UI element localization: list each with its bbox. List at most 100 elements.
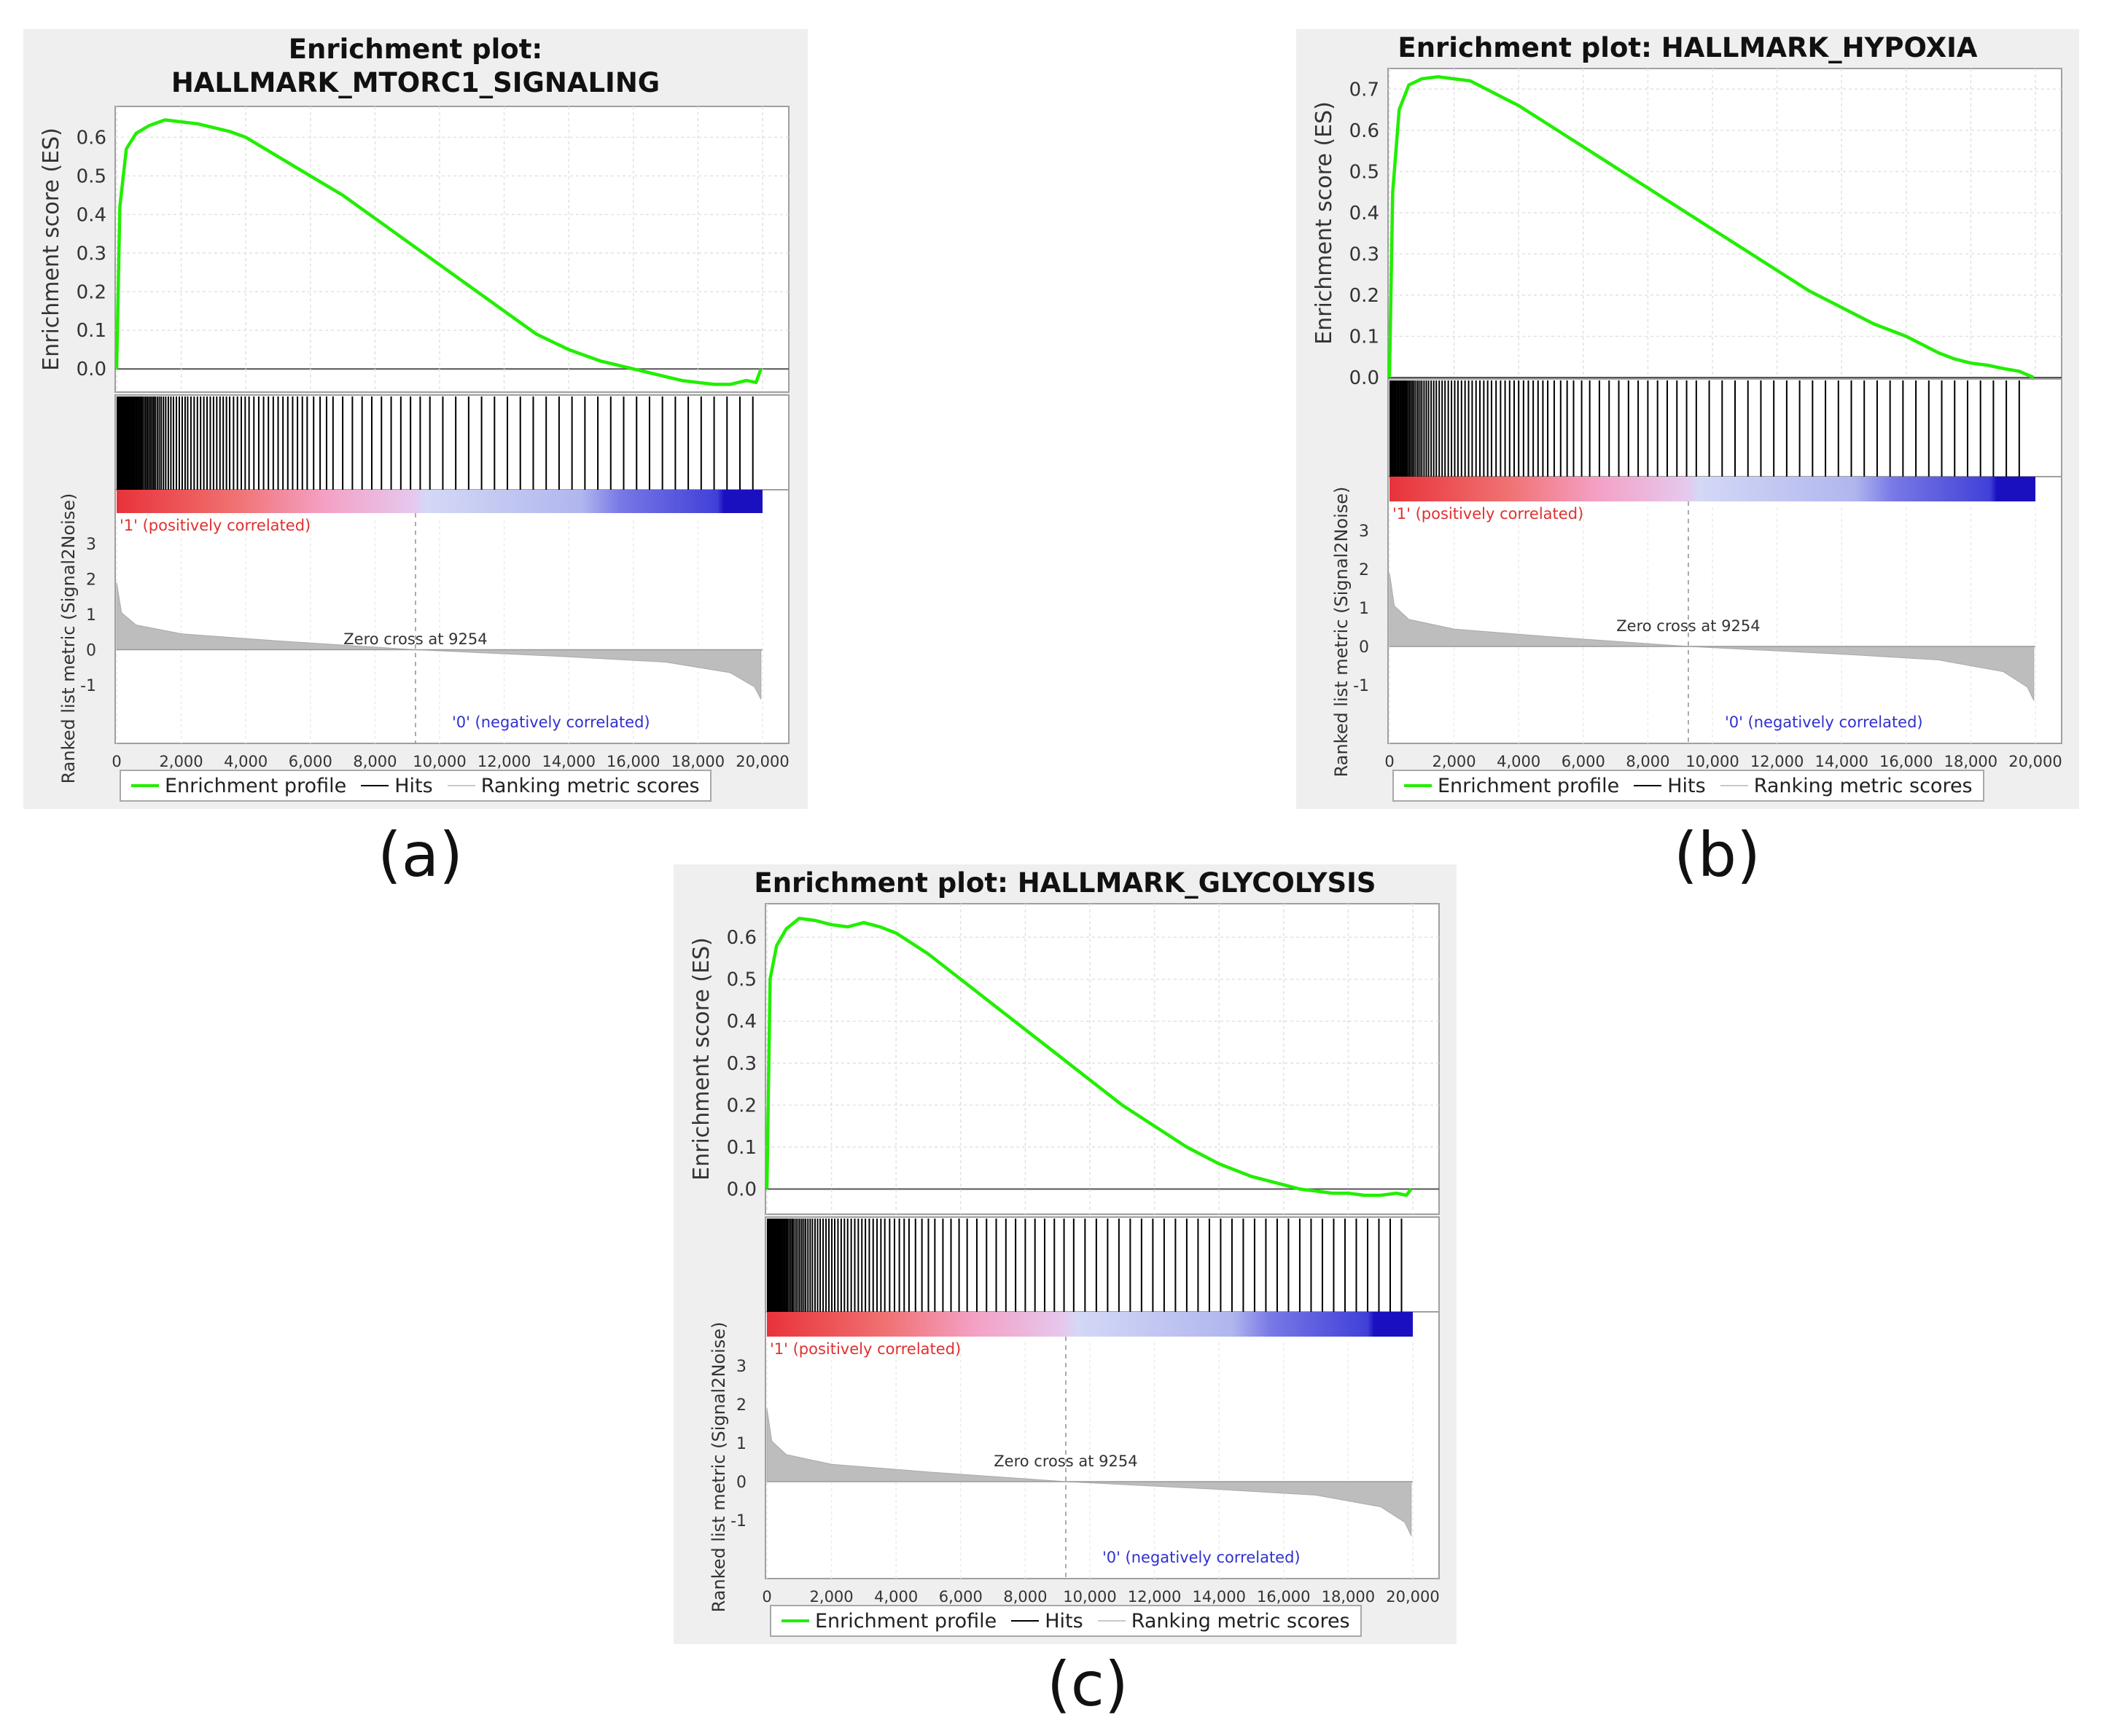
positively-correlated-label: '1' (positively correlated) [120, 517, 311, 534]
es-tick-label: 0.7 [1349, 79, 1379, 101]
x-tick-label: 4,000 [224, 753, 268, 770]
legend-ranking-swatch [447, 785, 475, 786]
chart-legend: Enrichment profile Hits Ranking metric s… [1392, 770, 1984, 802]
x-tick-label: 6,000 [289, 753, 332, 770]
legend-ranking-swatch [1720, 785, 1748, 786]
x-tick-label: 0 [1384, 753, 1394, 770]
es-tick-label: 0.0 [77, 359, 106, 380]
es-axis-label: Enrichment score (ES) [39, 128, 64, 371]
es-tick-label: 0.6 [1349, 120, 1379, 142]
x-tick-label: 14,000 [542, 753, 595, 770]
es-plot-area [114, 106, 790, 393]
ranking-heat-bar [767, 1312, 1413, 1337]
es-tick-label: 0.2 [727, 1095, 757, 1117]
legend-profile-label: Enrichment profile [165, 774, 347, 797]
ranking-metric-area [1389, 573, 2035, 701]
legend-hits-swatch [361, 785, 389, 786]
enrichment-panel-b: Enrichment plot: HALLMARK_HYPOXIA 0.7 0.6… [1296, 29, 2079, 809]
es-tick-label: 0.1 [1349, 326, 1379, 348]
enrichment-chart-c: 0.6 0.5 0.4 0.3 0.2 0.1 0.0 Enrichment score (E… [689, 903, 1440, 1633]
negatively-correlated-label: '0' (negatively correlated) [1725, 713, 1923, 731]
x-tick-label: 16,000 [1257, 1588, 1310, 1606]
x-tick-label: 12,000 [1750, 753, 1804, 770]
metric-tick-label: 3 [86, 536, 96, 554]
es-tick-label: 0.2 [77, 281, 106, 303]
legend-item-profile: Enrichment profile [131, 775, 346, 797]
metric-axis-label: Ranked list metric (Signal2Noise) [709, 1322, 729, 1613]
es-tick-label: 0.3 [727, 1053, 757, 1075]
es-plot-area [1387, 68, 2062, 378]
metric-tick-label: 0 [736, 1474, 747, 1492]
x-tick-label: 0 [762, 1588, 771, 1606]
panel-title-line2: HALLMARK_MTORC1_SIGNALING [171, 67, 660, 98]
legend-ranking-label: Ranking metric scores [1131, 1609, 1350, 1633]
x-tick-label: 16,000 [607, 753, 660, 770]
metric-tick-label: 2 [1359, 561, 1369, 579]
legend-ranking-label: Ranking metric scores [1753, 774, 1973, 797]
x-tick-label: 8,000 [1626, 753, 1669, 770]
panel-title-line1: Enrichment plot: HALLMARK_GLYCOLYSIS [754, 867, 1376, 899]
x-tick-label: 14,000 [1192, 1588, 1245, 1606]
panel-title-line1: Enrichment plot: [288, 34, 543, 65]
es-tick-label: 0.6 [727, 927, 757, 949]
x-tick-label: 6,000 [939, 1588, 983, 1606]
x-tick-label: 18,000 [671, 753, 725, 770]
x-tick-label: 0 [112, 753, 121, 770]
legend-hits-label: Hits [1667, 774, 1706, 797]
es-tick-label: 0.5 [77, 165, 106, 187]
es-tick-label: 0.5 [1349, 161, 1379, 183]
legend-hits-label: Hits [1045, 1609, 1083, 1633]
metric-tick-label: -1 [1353, 677, 1369, 695]
metric-plot-area [114, 489, 790, 744]
enrichment-chart-a: 0.6 0.5 0.4 0.3 0.2 0.1 0.0 Enrichment score (E… [39, 106, 790, 798]
legend-ranking-label: Ranking metric scores [480, 774, 700, 797]
metric-tick-label: -1 [80, 677, 96, 695]
legend-profile-swatch [1404, 784, 1432, 787]
es-tick-label: 0.2 [1349, 285, 1379, 307]
metric-tick-label: 3 [736, 1358, 747, 1376]
legend-profile-swatch [131, 784, 159, 787]
x-tick-label: 18,000 [1322, 1588, 1375, 1606]
caption-a: (a) [378, 819, 464, 891]
enrichment-chart-b: 0.7 0.6 0.5 0.4 0.3 0.2 0.1 0.0 Enrichment score… [1311, 68, 2062, 798]
legend-ranking-swatch [1097, 1620, 1126, 1622]
es-tick-label: 0.4 [727, 1011, 757, 1033]
legend-item-ranking: Ranking metric scores [1720, 775, 1973, 797]
es-axis-label: Enrichment score (ES) [1311, 101, 1337, 345]
chart-legend: Enrichment profile Hits Ranking metric s… [120, 770, 712, 802]
legend-item-hits: Hits [1634, 774, 1706, 797]
es-tick-label: 0.1 [77, 320, 106, 342]
negatively-correlated-label: '0' (negatively correlated) [1102, 1549, 1301, 1566]
x-tick-label: 8,000 [353, 753, 397, 770]
hits-area [765, 1216, 1440, 1313]
metric-tick-label: 3 [1359, 523, 1369, 541]
x-tick-label: 18,000 [1944, 753, 1997, 770]
legend-item-ranking: Ranking metric scores [1097, 1609, 1350, 1633]
positively-correlated-label: '1' (positively correlated) [770, 1340, 961, 1358]
es-tick-label: 0.3 [1349, 243, 1379, 265]
caption-c: (c) [1047, 1649, 1129, 1720]
x-tick-label: 6,000 [1562, 753, 1605, 770]
metric-tick-label: 2 [86, 571, 96, 590]
x-tick-label: 10,000 [1063, 1588, 1116, 1606]
legend-hits-label: Hits [394, 774, 433, 797]
es-tick-label: 0.3 [77, 243, 106, 265]
legend-profile-label: Enrichment profile [1438, 774, 1620, 797]
negatively-correlated-label: '0' (negatively correlated) [452, 713, 650, 731]
es-axis-label: Enrichment score (ES) [689, 937, 714, 1181]
metric-plot-area [1387, 476, 2062, 744]
positively-correlated-label: '1' (positively correlated) [1392, 505, 1583, 523]
panel-title-line1: Enrichment plot: HALLMARK_HYPOXIA [1398, 32, 1978, 63]
x-tick-label: 16,000 [1879, 753, 1933, 770]
enrichment-profile-line [1387, 75, 2035, 380]
enrichment-panel-c: Enrichment plot: HALLMARK_GLYCOLYSIS 0.6… [674, 864, 1457, 1644]
x-tick-label: 4,000 [874, 1588, 918, 1606]
x-tick-label: 2,000 [160, 753, 203, 770]
zero-cross-label: Zero cross at 9254 [1616, 617, 1760, 635]
metric-tick-label: 1 [1359, 600, 1369, 618]
metric-tick-label: 0 [86, 642, 96, 660]
metric-tick-label: 1 [86, 606, 96, 625]
x-tick-label: 14,000 [1815, 753, 1868, 770]
es-tick-label: 0.4 [77, 204, 106, 226]
caption-b: (b) [1674, 819, 1761, 891]
